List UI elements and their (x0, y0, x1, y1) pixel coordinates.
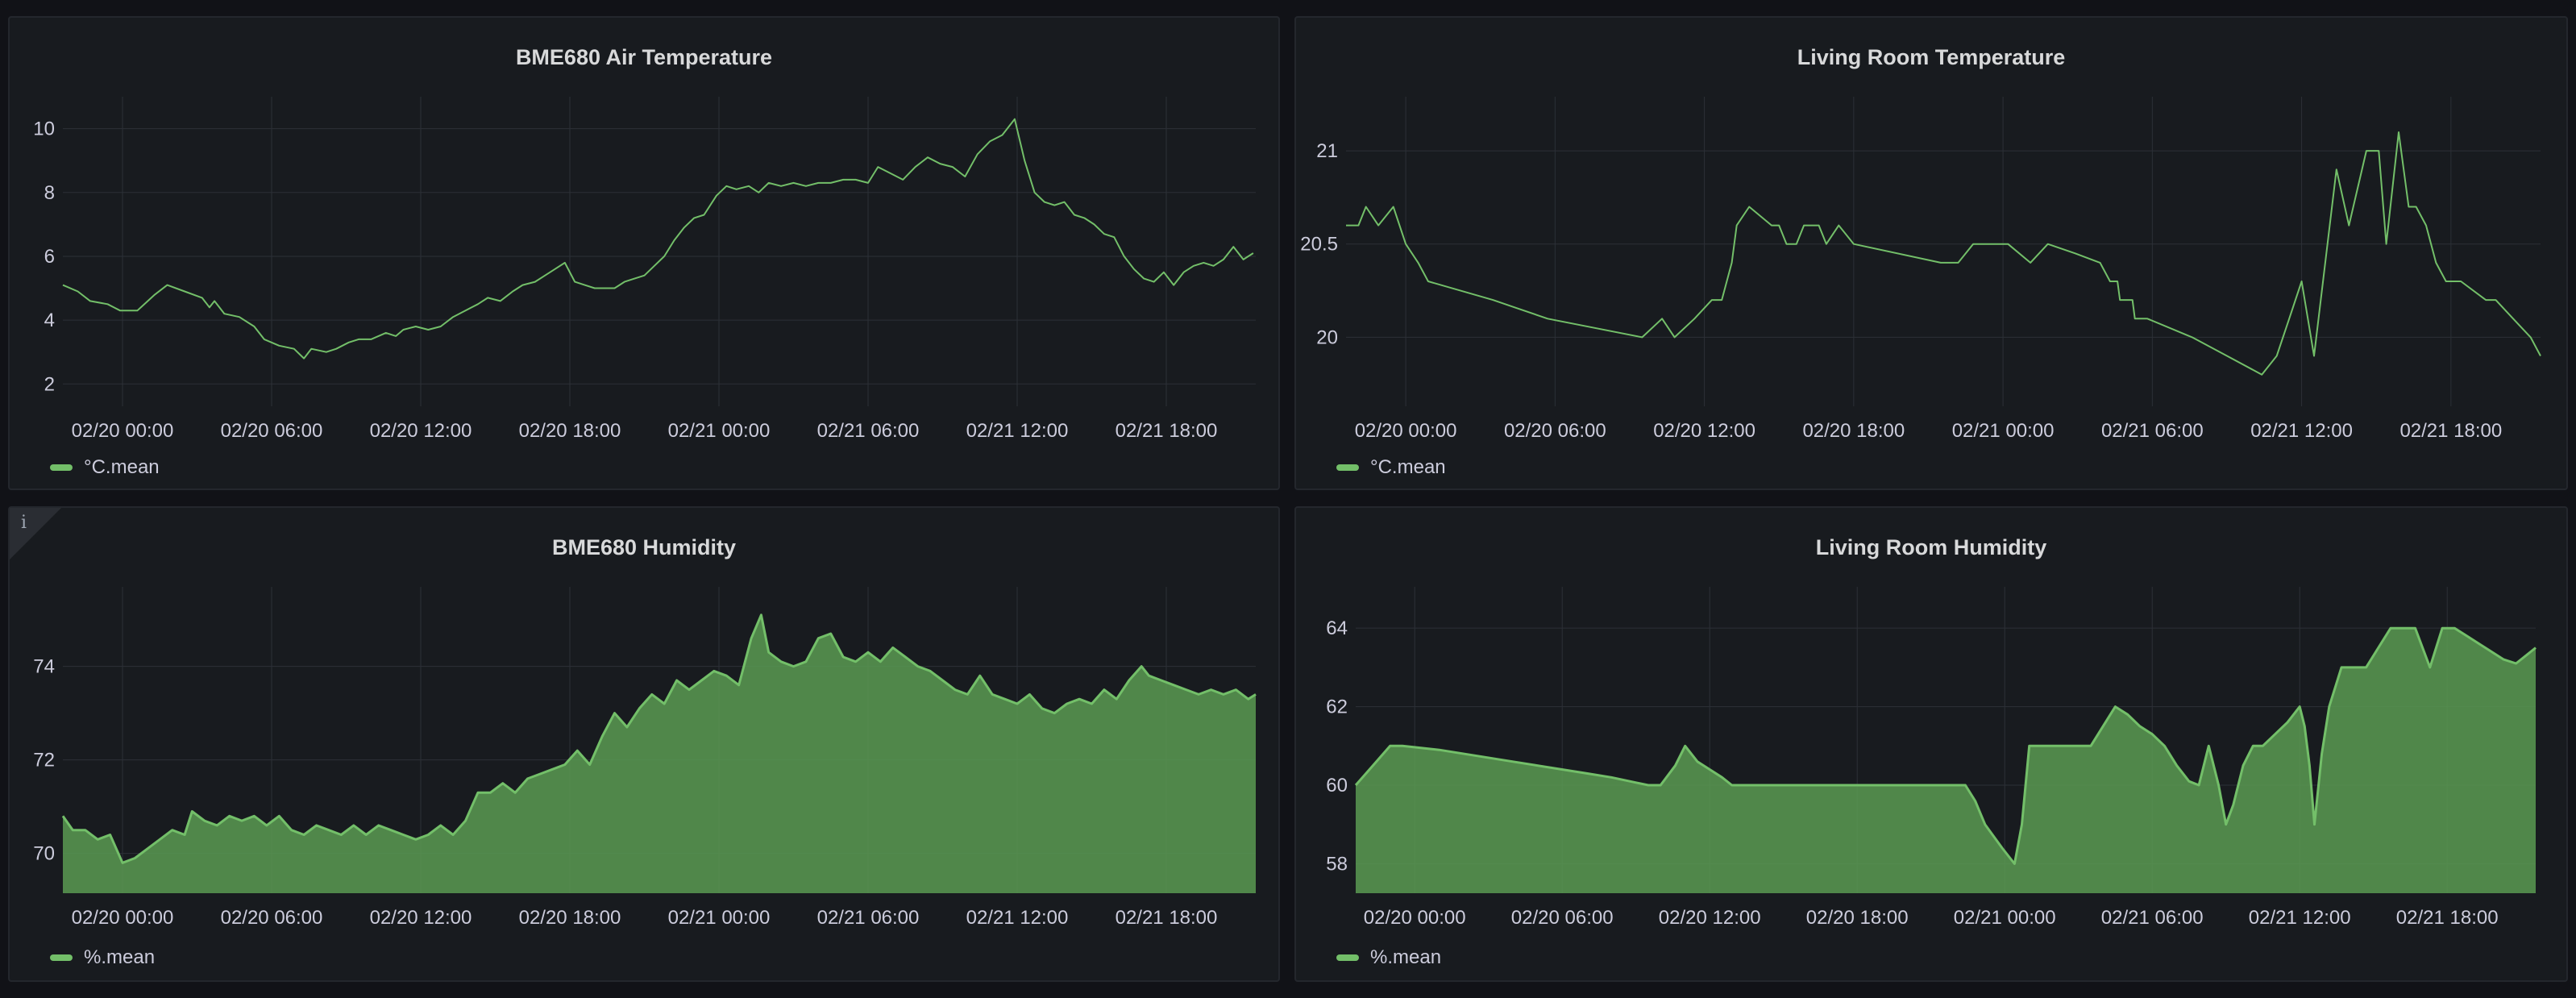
x-tick-label: 02/20 18:00 (519, 420, 621, 442)
x-tick-label: 02/20 00:00 (72, 420, 174, 442)
grid (1346, 97, 2541, 406)
x-tick-label: 02/20 00:00 (1355, 420, 1457, 442)
chart-bme680-air-temperature: 02/20 00:00 02/20 06:00 02/20 12:00 02/20 1… (33, 97, 1256, 442)
legend-label[interactable]: °C.mean (1370, 456, 1446, 478)
legend[interactable]: °C.mean (1336, 456, 1446, 479)
x-tick-label: 02/21 12:00 (966, 420, 1069, 442)
y-tick-label: 70 (33, 843, 55, 865)
panel-title[interactable]: BME680 Humidity (551, 535, 737, 559)
x-tick-label: 02/21 18:00 (2396, 907, 2499, 929)
series-line (1354, 626, 2537, 865)
y-tick-label: 2 (44, 373, 55, 395)
y-tick-label: 6 (44, 246, 55, 268)
y-tick-label: 58 (1326, 853, 1348, 875)
x-tick-label: 02/20 00:00 (1364, 907, 1466, 929)
x-tick-label: 02/21 12:00 (2249, 907, 2351, 929)
x-tick-label: 02/20 12:00 (1653, 420, 1755, 442)
x-tick-label: 02/21 18:00 (1116, 420, 1218, 442)
y-tick-label: 20 (1316, 326, 1338, 348)
x-tick-label: 02/21 06:00 (817, 907, 920, 929)
x-tick-label: 02/20 12:00 (1659, 907, 1761, 929)
panel-living-room-temperature[interactable]: Living Room Temperature 02/20 00:00 02/20… (1294, 16, 2568, 490)
x-tick-label: 02/21 06:00 (2101, 420, 2204, 442)
panel-title[interactable]: Living Room Humidity (1815, 535, 2047, 559)
x-tick-label: 02/20 06:00 (1504, 420, 1606, 442)
series-line (61, 613, 1257, 864)
x-tick-label: 02/21 06:00 (817, 420, 920, 442)
panel-living-room-humidity[interactable]: Living Room Humidity 02/20 00:00 02/20 06… (1294, 506, 2568, 982)
legend-label[interactable]: %.mean (84, 946, 156, 968)
panel-bme680-air-temperature[interactable]: BME680 Air Temperature 02/20 00:00 02/20 … (8, 16, 1280, 490)
y-tick-label: 72 (33, 750, 55, 771)
x-tick-label: 02/21 00:00 (668, 907, 771, 929)
x-tick-label: 02/21 12:00 (966, 907, 1069, 929)
x-tick-label: 02/20 06:00 (1511, 907, 1614, 929)
x-tick-label: 02/20 18:00 (519, 907, 621, 929)
x-tick-label: 02/21 06:00 (2101, 907, 2204, 929)
x-tick-label: 02/21 18:00 (1116, 907, 1218, 929)
legend-swatch (50, 464, 73, 471)
chart-bme680-humidity: 02/20 00:00 02/20 06:00 02/20 12:00 02/20 1… (33, 587, 1257, 929)
x-tick-label: 02/20 12:00 (370, 420, 472, 442)
y-tick-label: 74 (33, 656, 55, 678)
x-tick-label: 02/20 06:00 (221, 907, 323, 929)
info-corner[interactable] (10, 508, 61, 559)
y-tick-label: 10 (33, 119, 55, 140)
y-tick-label: 60 (1326, 775, 1348, 796)
series-line (62, 118, 1254, 360)
y-tick-label: 21 (1316, 140, 1338, 162)
x-tick-label: 02/20 18:00 (1802, 420, 1905, 442)
legend-label[interactable]: °C.mean (84, 456, 160, 478)
x-tick-label: 02/20 12:00 (370, 907, 472, 929)
info-icon[interactable]: i (21, 513, 27, 533)
panel-title[interactable]: Living Room Temperature (1797, 45, 2066, 69)
y-tick-label: 64 (1326, 618, 1348, 639)
series-area (1356, 628, 2536, 893)
x-tick-label: 02/21 00:00 (1952, 420, 2055, 442)
y-tick-label: 62 (1326, 697, 1348, 718)
legend-swatch (1336, 954, 1359, 961)
y-tick-label: 8 (44, 182, 55, 204)
legend[interactable]: %.mean (50, 946, 155, 969)
x-tick-label: 02/20 00:00 (72, 907, 174, 929)
x-tick-label: 02/21 18:00 (2399, 420, 2502, 442)
legend[interactable]: °C.mean (50, 456, 160, 479)
chart-living-room-temperature: 02/20 00:00 02/20 06:00 02/20 12:00 02/20 1… (1300, 97, 2541, 442)
legend[interactable]: %.mean (1336, 946, 1441, 969)
panel-bme680-humidity[interactable]: i BME680 Humidity 02/20 00:00 02/20 06:00… (8, 506, 1280, 982)
x-tick-label: 02/21 00:00 (1954, 907, 2056, 929)
panel-title[interactable]: BME680 Air Temperature (515, 45, 773, 69)
dashboard-bottom-edge (0, 995, 2576, 998)
x-tick-label: 02/21 00:00 (668, 420, 771, 442)
series-line (1346, 131, 2541, 376)
y-tick-label: 4 (44, 310, 55, 331)
x-tick-label: 02/21 12:00 (2250, 420, 2353, 442)
legend-swatch (50, 954, 73, 961)
series-area (63, 614, 1256, 893)
x-tick-label: 02/20 18:00 (1806, 907, 1909, 929)
x-tick-label: 02/20 06:00 (221, 420, 323, 442)
legend-swatch (1336, 464, 1359, 471)
y-tick-label: 20.5 (1300, 234, 1338, 256)
legend-label[interactable]: %.mean (1370, 946, 1442, 968)
chart-living-room-humidity: 02/20 00:00 02/20 06:00 02/20 12:00 02/20 1… (1326, 587, 2537, 929)
grid (63, 97, 1256, 406)
